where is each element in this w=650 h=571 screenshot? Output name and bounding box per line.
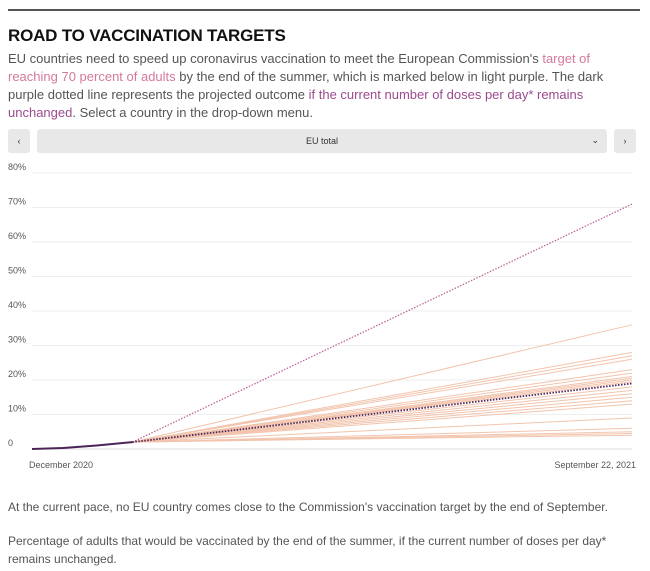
country-projection-line (132, 358, 633, 443)
country-projection-line (132, 396, 633, 443)
country-projection-line (132, 393, 633, 443)
country-projection-line (132, 434, 633, 443)
country-projection-line (132, 389, 633, 443)
y-tick-label: 20% (8, 369, 26, 379)
target-line (132, 203, 633, 443)
target-link[interactable]: target of reaching 70 percent of adults (8, 51, 591, 84)
intro-part: by the end of the summer, which is marke… (8, 69, 604, 102)
finding-text: At the current pace, no EU country comes… (8, 500, 608, 514)
country-projection-line (132, 417, 633, 443)
y-tick-label: 50% (8, 266, 26, 276)
country-projection-line (132, 351, 633, 443)
y-tick-label: 0 (8, 438, 13, 448)
intro-part: EU countries need to speed up coronaviru… (8, 51, 543, 66)
page-title: ROAD TO VACCINATION TARGETS (8, 26, 286, 45)
y-tick-label: 10% (8, 404, 26, 414)
y-tick-label: 80% (8, 162, 26, 172)
y-tick-label: 70% (8, 197, 26, 207)
country-select[interactable]: EU total ⌄ (37, 129, 607, 153)
caption-text: Percentage of adults that would be vacci… (8, 534, 607, 566)
chevron-left-icon: ‹ (17, 136, 21, 146)
chevron-right-icon: › (623, 136, 627, 146)
country-projection-line (132, 400, 633, 443)
y-tick-label: 30% (8, 335, 26, 345)
x-tick-label: December 2020 (29, 460, 93, 470)
y-tick-label: 60% (8, 231, 26, 241)
country-projection-line (132, 324, 633, 443)
chevron-down-icon: ⌄ (591, 135, 599, 145)
country-projection-line (132, 386, 633, 443)
top-rule (8, 9, 640, 11)
intro-part: . Select a country in the drop-down menu… (72, 105, 313, 120)
country-projection-line (132, 403, 633, 443)
country-projection-line (132, 381, 633, 443)
prev-country-button[interactable]: ‹ (8, 129, 30, 153)
next-country-button[interactable]: › (614, 129, 636, 153)
vaccination-chart: 0 10% 20% 30% 40% 50% 60% 70% 80% December 2020 Se… (8, 162, 636, 470)
intro-text: EU countries need to speed up coronaviru… (8, 50, 633, 122)
country-projection-line (132, 372, 633, 443)
country-projection-line (132, 355, 633, 443)
y-tick-label: 40% (8, 300, 26, 310)
country-projection-line (132, 427, 633, 443)
x-tick-label: September 22, 2021 (554, 460, 636, 470)
country-projection-line (132, 369, 633, 443)
selected-country: EU total (305, 136, 338, 146)
doses-link[interactable]: if the current number of doses per day* … (8, 87, 584, 120)
eu-history-line (31, 441, 133, 450)
